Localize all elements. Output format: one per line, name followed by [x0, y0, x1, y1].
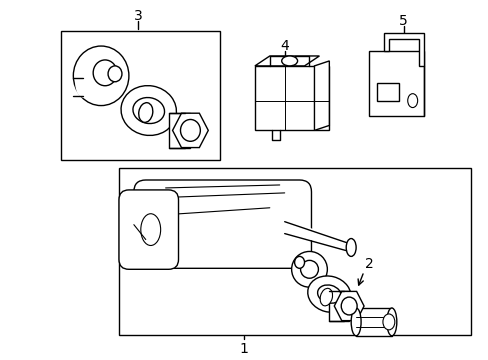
- Ellipse shape: [73, 46, 129, 105]
- Ellipse shape: [382, 314, 394, 330]
- Text: 3: 3: [133, 9, 142, 23]
- Text: 2: 2: [364, 257, 373, 271]
- Ellipse shape: [281, 56, 297, 66]
- FancyBboxPatch shape: [134, 180, 311, 268]
- Ellipse shape: [307, 276, 350, 312]
- Bar: [119, 168, 470, 335]
- Ellipse shape: [317, 285, 340, 303]
- Ellipse shape: [300, 260, 318, 278]
- Bar: [368, 51, 423, 116]
- Polygon shape: [172, 113, 208, 148]
- Text: 4: 4: [280, 39, 288, 53]
- Ellipse shape: [320, 288, 332, 306]
- Polygon shape: [254, 56, 319, 66]
- Bar: [168, 113, 190, 148]
- Polygon shape: [383, 33, 423, 66]
- Text: 5: 5: [399, 14, 407, 28]
- Bar: [328, 291, 348, 321]
- Ellipse shape: [180, 120, 200, 141]
- Bar: [61, 31, 220, 160]
- Ellipse shape: [139, 103, 153, 122]
- Ellipse shape: [294, 256, 304, 268]
- Ellipse shape: [141, 214, 161, 246]
- Ellipse shape: [108, 66, 122, 82]
- Ellipse shape: [407, 94, 417, 108]
- FancyBboxPatch shape: [119, 190, 178, 269]
- Ellipse shape: [121, 86, 176, 135]
- Ellipse shape: [341, 297, 356, 315]
- Bar: [254, 66, 328, 130]
- Ellipse shape: [350, 308, 360, 336]
- Polygon shape: [314, 61, 328, 130]
- Polygon shape: [334, 291, 364, 321]
- Ellipse shape: [93, 60, 117, 86]
- Ellipse shape: [291, 251, 326, 287]
- Ellipse shape: [133, 98, 164, 123]
- Text: 1: 1: [239, 342, 248, 356]
- Bar: [376, 83, 398, 100]
- Bar: [355, 308, 391, 336]
- Ellipse shape: [386, 308, 396, 336]
- Ellipse shape: [346, 239, 355, 256]
- Ellipse shape: [75, 70, 91, 98]
